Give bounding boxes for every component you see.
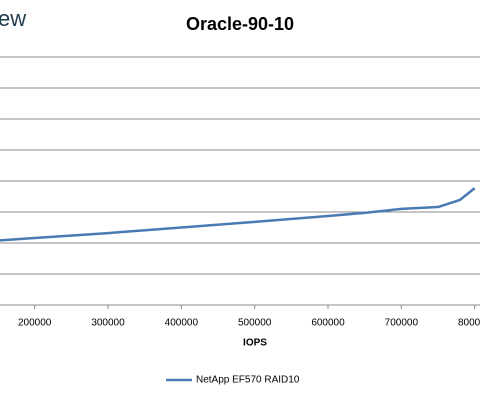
- data-line: [0, 187, 476, 242]
- legend-label: NetApp EF570 RAID10: [196, 375, 300, 386]
- x-tick-label: 800000: [458, 318, 480, 329]
- x-axis-label: IOPS: [243, 338, 267, 349]
- x-tick-label: 200000: [18, 318, 52, 329]
- x-tick-label: 600000: [311, 318, 345, 329]
- x-tick-label: 400000: [165, 318, 199, 329]
- logo-text: ew: [0, 6, 26, 31]
- x-tick-label: 500000: [238, 318, 272, 329]
- x-tick-label: 700000: [385, 318, 419, 329]
- chart-title: Oracle-90-10: [186, 14, 294, 34]
- x-tick-label: 300000: [91, 318, 125, 329]
